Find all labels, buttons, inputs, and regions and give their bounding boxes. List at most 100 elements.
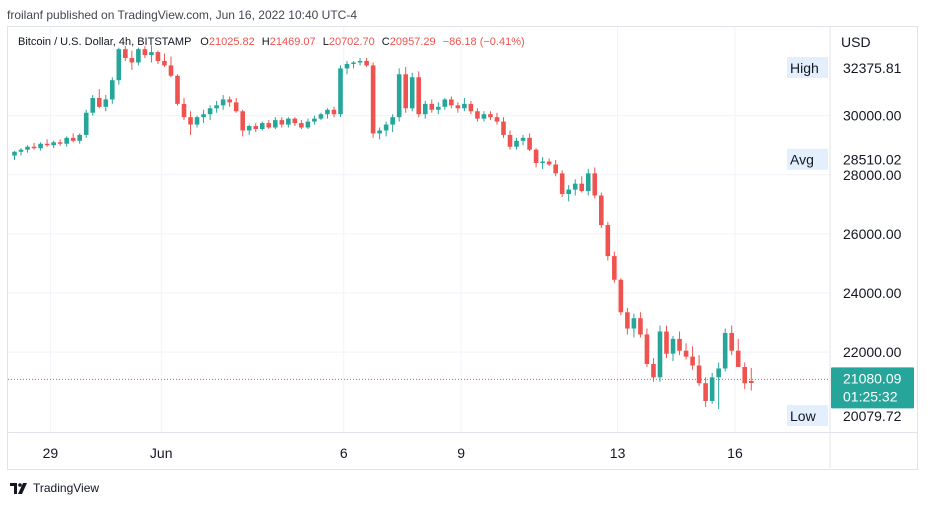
candle-body[interactable] bbox=[259, 123, 265, 129]
candle-body[interactable] bbox=[181, 103, 187, 118]
candle-body[interactable] bbox=[553, 164, 558, 174]
candle-body[interactable] bbox=[149, 52, 154, 56]
candle-body[interactable] bbox=[175, 75, 180, 104]
candle-body[interactable] bbox=[357, 60, 363, 63]
candle-body[interactable] bbox=[338, 68, 343, 115]
candle-body[interactable] bbox=[370, 65, 376, 134]
candle-body[interactable] bbox=[729, 332, 734, 351]
candle-body[interactable] bbox=[572, 183, 578, 190]
candle-body[interactable] bbox=[96, 97, 102, 107]
candle-body[interactable] bbox=[690, 356, 695, 366]
candle-body[interactable] bbox=[442, 99, 448, 107]
chart-frame[interactable] bbox=[7, 26, 918, 470]
candle-body[interactable] bbox=[664, 331, 669, 354]
candle-body[interactable] bbox=[501, 121, 506, 135]
candle-body[interactable] bbox=[331, 109, 337, 115]
candle-body[interactable] bbox=[136, 49, 141, 63]
candle-body[interactable] bbox=[377, 130, 382, 134]
candle-body[interactable] bbox=[70, 137, 76, 141]
candle-body[interactable] bbox=[631, 318, 637, 329]
candle-body[interactable] bbox=[273, 120, 278, 128]
candle-body[interactable] bbox=[742, 366, 748, 384]
candle-body[interactable] bbox=[227, 99, 232, 103]
candle-body[interactable] bbox=[233, 102, 239, 112]
candle-body[interactable] bbox=[520, 137, 526, 141]
candle-body[interactable] bbox=[57, 142, 63, 144]
candle-body[interactable] bbox=[514, 140, 519, 147]
candle-body[interactable] bbox=[494, 117, 500, 122]
candle-body[interactable] bbox=[207, 108, 213, 115]
candle-body[interactable] bbox=[110, 80, 115, 100]
candle-body[interactable] bbox=[468, 103, 474, 112]
candle-body[interactable] bbox=[246, 126, 252, 131]
candlestick-chart[interactable]: USD 22000.00 24000.00 26000.00 28000.00 30000… bbox=[0, 0, 931, 470]
candle-body[interactable] bbox=[416, 77, 422, 115]
candle-body[interactable] bbox=[462, 103, 467, 109]
candle-body[interactable] bbox=[162, 60, 167, 66]
candle-body[interactable] bbox=[312, 118, 317, 122]
candle-body[interactable] bbox=[344, 63, 350, 69]
candle-body[interactable] bbox=[299, 123, 304, 128]
candle-body[interactable] bbox=[488, 114, 493, 118]
candle-body[interactable] bbox=[51, 142, 56, 146]
candle-body[interactable] bbox=[116, 49, 122, 81]
candle-body[interactable] bbox=[670, 338, 676, 354]
candle-body[interactable] bbox=[214, 105, 219, 109]
candle-body[interactable] bbox=[683, 350, 689, 357]
candle-body[interactable] bbox=[566, 189, 571, 195]
candle-body[interactable] bbox=[709, 377, 715, 401]
candle-body[interactable] bbox=[475, 111, 480, 119]
candle-body[interactable] bbox=[429, 103, 435, 110]
candle-body[interactable] bbox=[383, 124, 389, 131]
candle-body[interactable] bbox=[540, 161, 545, 163]
candle-body[interactable] bbox=[527, 137, 532, 150]
candle-body[interactable] bbox=[12, 151, 17, 156]
candle-body[interactable] bbox=[507, 134, 513, 147]
candle-body[interactable] bbox=[31, 146, 37, 149]
candle-body[interactable] bbox=[351, 62, 356, 64]
candle-body[interactable] bbox=[168, 65, 174, 76]
candle-body[interactable] bbox=[44, 143, 50, 146]
candle-body[interactable] bbox=[396, 74, 402, 118]
candle-body[interactable] bbox=[253, 126, 259, 129]
candle-body[interactable] bbox=[644, 334, 650, 365]
candle-body[interactable] bbox=[748, 380, 754, 384]
candle-body[interactable] bbox=[305, 121, 311, 128]
candle-body[interactable] bbox=[657, 331, 663, 378]
candle-body[interactable] bbox=[455, 105, 461, 109]
candle-body[interactable] bbox=[703, 383, 708, 401]
candle-body[interactable] bbox=[579, 183, 585, 192]
candle-body[interactable] bbox=[25, 146, 30, 150]
candle-body[interactable] bbox=[585, 173, 591, 192]
candle-body[interactable] bbox=[735, 350, 741, 367]
candle-body[interactable] bbox=[142, 49, 148, 56]
candle-body[interactable] bbox=[409, 77, 415, 109]
candle-body[interactable] bbox=[364, 60, 369, 66]
tradingview-footer[interactable]: TradingView bbox=[10, 481, 99, 495]
candle-body[interactable] bbox=[651, 364, 656, 378]
candle-body[interactable] bbox=[677, 338, 682, 351]
candle-body[interactable] bbox=[325, 109, 330, 115]
candle-body[interactable] bbox=[436, 106, 441, 110]
candle-body[interactable] bbox=[716, 368, 721, 378]
candle-body[interactable] bbox=[605, 225, 611, 257]
candle-body[interactable] bbox=[266, 123, 272, 128]
candle-body[interactable] bbox=[201, 114, 206, 118]
candle-body[interactable] bbox=[188, 117, 193, 125]
candle-body[interactable] bbox=[90, 97, 96, 113]
candle-body[interactable] bbox=[64, 137, 69, 144]
candle-body[interactable] bbox=[38, 143, 43, 149]
candle-body[interactable] bbox=[155, 52, 161, 61]
candle-body[interactable] bbox=[559, 173, 565, 195]
candle-body[interactable] bbox=[449, 99, 454, 106]
candle-body[interactable] bbox=[194, 117, 200, 125]
candle-body[interactable] bbox=[625, 312, 630, 329]
symbol-label[interactable]: Bitcoin / U.S. Dollar, 4h, BITSTAMP bbox=[18, 36, 192, 48]
candle-body[interactable] bbox=[103, 99, 109, 107]
candle-body[interactable] bbox=[481, 114, 487, 119]
candle-body[interactable] bbox=[533, 149, 539, 163]
candle-body[interactable] bbox=[129, 58, 135, 63]
candle-body[interactable] bbox=[220, 99, 226, 106]
candle-body[interactable] bbox=[18, 149, 24, 152]
candle-body[interactable] bbox=[722, 332, 728, 369]
